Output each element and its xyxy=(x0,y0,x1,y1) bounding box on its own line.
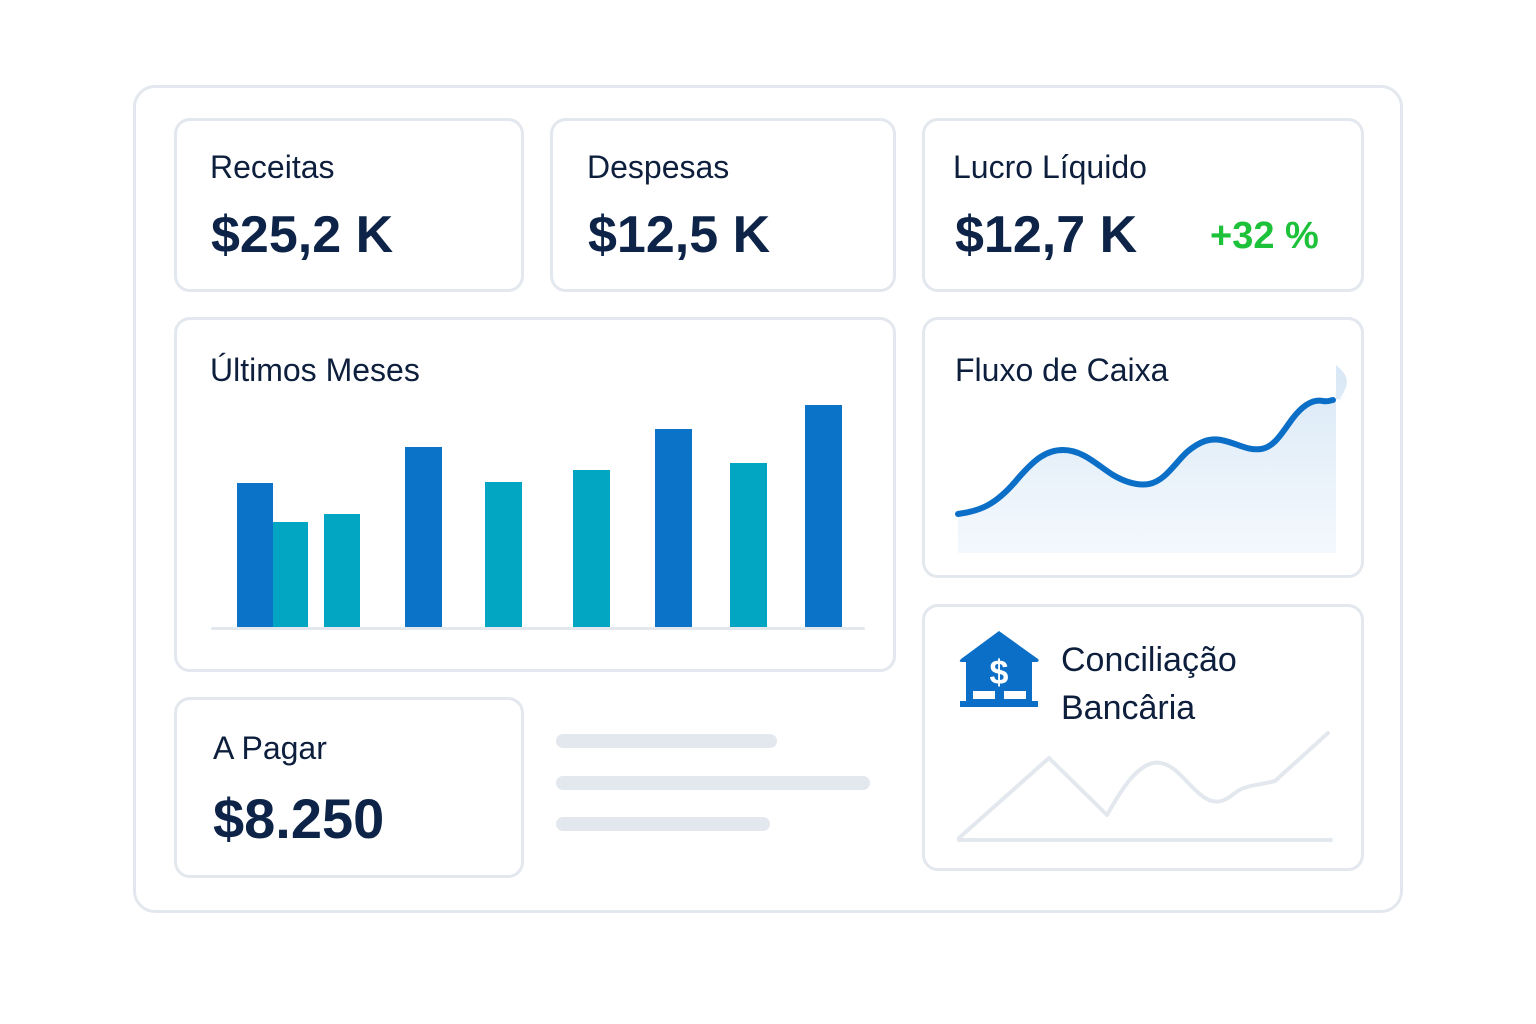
bank-dollar-icon: $ xyxy=(959,631,1039,707)
placeholder-line xyxy=(556,776,870,790)
kpi-value: $12,5 K xyxy=(588,206,771,264)
card-title-line1: Conciliação xyxy=(1061,641,1237,679)
kpi-label: A Pagar xyxy=(213,730,327,766)
svg-text:$: $ xyxy=(990,654,1009,692)
kpi-label: Despesas xyxy=(587,149,730,185)
bar-chart xyxy=(177,320,899,630)
x-axis-baseline xyxy=(211,627,865,630)
area-fill xyxy=(958,365,1347,553)
placeholder-line xyxy=(556,817,770,831)
bar[interactable] xyxy=(573,470,610,627)
chart-title: Últimos Meses xyxy=(210,352,420,388)
conciliacao-bancaria-card[interactable]: $ Conciliação Bancâria xyxy=(922,604,1364,871)
kpi-label: Receitas xyxy=(210,149,335,185)
chart-title: Fluxo de Caixa xyxy=(955,352,1169,388)
bar[interactable] xyxy=(655,429,692,627)
kpi-value: $25,2 K xyxy=(211,206,394,264)
kpi-card-receitas[interactable]: Receitas $25,2 K xyxy=(174,118,524,292)
ultimos-meses-card[interactable]: Últimos Meses xyxy=(174,317,896,672)
card-title-line2: Bancâria xyxy=(1061,689,1196,727)
kpi-value: $12,7 K xyxy=(955,206,1138,264)
kpi-label: Lucro Líquido xyxy=(953,149,1147,185)
fluxo-de-caixa-card[interactable]: Fluxo de Caixa xyxy=(922,317,1364,578)
bar[interactable] xyxy=(405,447,442,627)
cashflow-line-tail xyxy=(925,320,1367,581)
a-pagar-card[interactable]: A Pagar $8.250 xyxy=(174,697,524,878)
area-chart xyxy=(958,365,1347,553)
bar[interactable] xyxy=(324,514,360,627)
kpi-card-lucro-liquido[interactable]: Lucro Líquido $12,7 K +32 % xyxy=(922,118,1364,292)
kpi-card-despesas[interactable]: Despesas $12,5 K xyxy=(550,118,896,292)
bar[interactable] xyxy=(273,522,308,627)
bar[interactable] xyxy=(730,463,767,627)
growth-badge: +32 % xyxy=(1210,215,1319,257)
bar[interactable] xyxy=(485,482,522,627)
kpi-value: $8.250 xyxy=(213,787,385,850)
reconciliation-line-chart xyxy=(957,731,1333,842)
bar[interactable] xyxy=(805,405,842,627)
bar[interactable] xyxy=(237,483,273,627)
cashflow-line-final xyxy=(955,397,1336,517)
placeholder-line xyxy=(556,734,777,748)
